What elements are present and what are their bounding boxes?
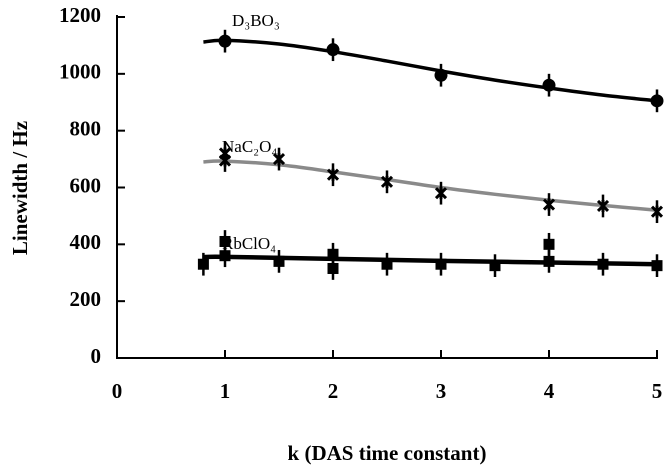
- point: [434, 187, 448, 200]
- point: [218, 34, 232, 48]
- point: [542, 78, 556, 92]
- point: [651, 260, 663, 272]
- point: [650, 94, 664, 108]
- x-tick-label: 0: [112, 379, 123, 403]
- point: [543, 238, 555, 250]
- x-tick-label: 2: [328, 379, 339, 403]
- point: [272, 153, 286, 166]
- x-tick-label: 1: [220, 379, 231, 403]
- point: [197, 258, 209, 270]
- fit-line: [203, 159, 658, 212]
- point: [381, 258, 393, 270]
- series-label: D₃BO₃: [232, 11, 280, 30]
- y-axis-title: Linewidth / Hz: [8, 121, 32, 255]
- y-tick-label: 800: [70, 116, 102, 140]
- point: [326, 168, 340, 181]
- y-tick-label: 400: [70, 230, 102, 254]
- point: [542, 198, 556, 211]
- point: [326, 43, 340, 57]
- y-tick-label: 600: [70, 173, 102, 197]
- fit-line: [203, 38, 658, 103]
- series-label: RbClO₄: [222, 234, 276, 253]
- x-axis-title: k (DAS time constant): [288, 441, 487, 465]
- point: [273, 255, 285, 267]
- x-tick-label: 4: [544, 379, 555, 403]
- point: [596, 199, 610, 213]
- x-tick-label: 5: [652, 379, 663, 403]
- point: [219, 250, 231, 262]
- point: [489, 260, 501, 272]
- y-tick-label: 1200: [59, 3, 101, 27]
- point: [543, 255, 555, 267]
- point: [380, 175, 394, 188]
- y-tick-label: 200: [70, 287, 102, 311]
- y-tick-label: 0: [91, 344, 102, 368]
- y-tick-label: 1000: [59, 60, 101, 84]
- point: [597, 258, 609, 270]
- series-label: NaC₂O₄: [222, 137, 277, 156]
- point: [650, 205, 664, 218]
- point: [327, 262, 339, 274]
- point: [435, 258, 447, 270]
- fit-line: [203, 254, 658, 267]
- point: [218, 154, 232, 167]
- point: [434, 68, 448, 82]
- x-tick-label: 3: [436, 379, 447, 403]
